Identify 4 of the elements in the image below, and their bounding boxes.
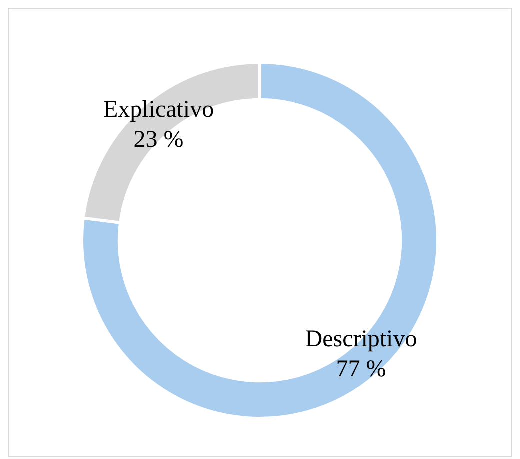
slice-label: Explicativo — [103, 96, 214, 123]
data-label: 23 % — [134, 126, 184, 153]
slice-label: Descriptivo — [305, 326, 418, 353]
data-label: 77 % — [336, 356, 386, 383]
